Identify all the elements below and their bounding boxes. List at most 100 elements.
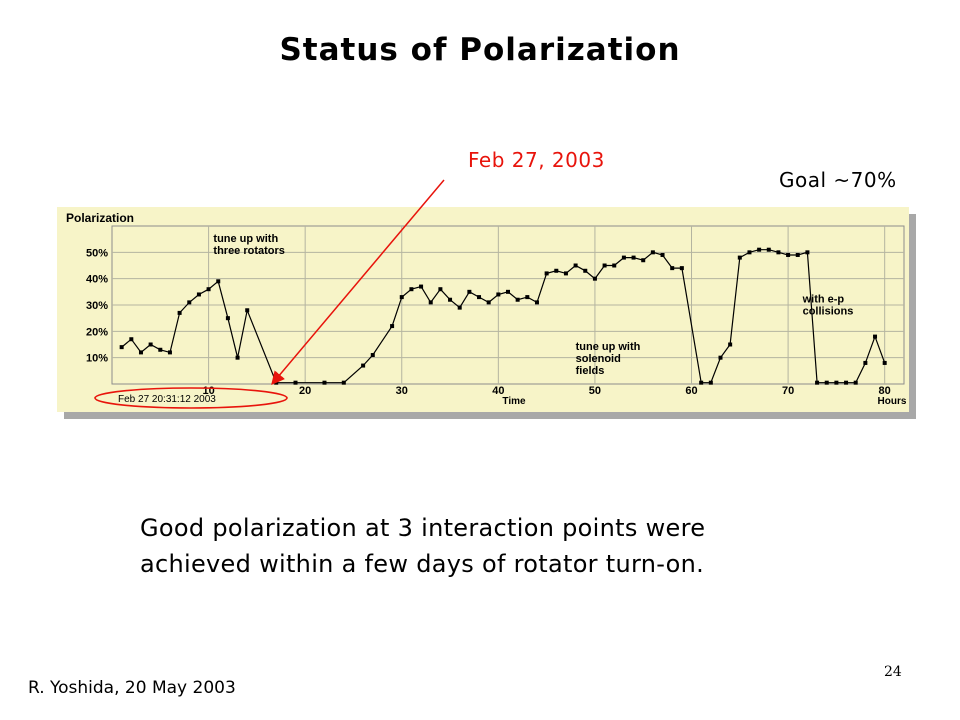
chart-annotation: with e-p collisions bbox=[802, 293, 854, 317]
start-time-label: Feb 27 20:31:12 2003 bbox=[118, 394, 216, 405]
x-tick-label: 60 bbox=[685, 385, 697, 397]
caption-line: achieved within a few days of rotator tu… bbox=[140, 550, 705, 578]
chart-background bbox=[57, 207, 909, 412]
start-time-highlight bbox=[94, 387, 288, 409]
data-point bbox=[544, 271, 549, 276]
data-point bbox=[737, 255, 742, 260]
caption-line: Good polarization at 3 interaction point… bbox=[140, 514, 706, 542]
data-point bbox=[428, 300, 433, 305]
chart-annotation: tune up with solenoid fields bbox=[576, 341, 641, 377]
data-point bbox=[438, 287, 443, 292]
chart-annotation: tune up with three rotators bbox=[213, 233, 285, 257]
data-point bbox=[361, 363, 366, 368]
data-point bbox=[206, 287, 211, 292]
data-point bbox=[641, 258, 646, 263]
data-point bbox=[602, 263, 607, 268]
data-point bbox=[477, 295, 482, 300]
data-point bbox=[486, 300, 491, 305]
data-point bbox=[419, 284, 424, 289]
data-point bbox=[225, 316, 230, 321]
data-point bbox=[235, 355, 240, 360]
x-tick-labels: 10 20 30 40 50 60 70 80 bbox=[202, 385, 890, 397]
data-point bbox=[708, 380, 713, 385]
x-tick-label: 70 bbox=[782, 385, 794, 397]
y-tick-labels: 10% 20% 30% 40% 50% bbox=[86, 247, 108, 364]
data-point bbox=[177, 310, 182, 315]
data-point bbox=[573, 263, 578, 268]
data-point bbox=[187, 300, 192, 305]
x-tick-label: 30 bbox=[396, 385, 408, 397]
data-point bbox=[409, 287, 414, 292]
y-tick-label: 30% bbox=[86, 300, 108, 312]
data-point bbox=[119, 345, 124, 350]
data-point bbox=[245, 308, 250, 313]
data-point bbox=[293, 380, 298, 385]
data-point bbox=[554, 268, 559, 273]
y-tick-label: 50% bbox=[86, 247, 108, 259]
data-point bbox=[583, 268, 588, 273]
data-point bbox=[167, 350, 172, 355]
data-point bbox=[747, 250, 752, 255]
data-point bbox=[621, 255, 626, 260]
data-point bbox=[563, 271, 568, 276]
data-point bbox=[786, 252, 791, 257]
y-tick-label: 20% bbox=[86, 326, 108, 338]
footer-author: R. Yoshida, 20 May 2003 bbox=[28, 678, 236, 698]
data-point bbox=[718, 355, 723, 360]
data-point bbox=[699, 380, 704, 385]
date-callout: Feb 27, 2003 bbox=[468, 148, 605, 172]
x-unit-label: Hours bbox=[878, 396, 907, 407]
data-point bbox=[341, 380, 346, 385]
data-point bbox=[196, 292, 201, 297]
y-tick-label: 10% bbox=[86, 353, 108, 365]
data-point bbox=[650, 250, 655, 255]
data-point bbox=[612, 263, 617, 268]
data-point bbox=[882, 360, 887, 365]
x-tick-label: 40 bbox=[492, 385, 504, 397]
data-point bbox=[873, 334, 878, 339]
data-point bbox=[216, 279, 221, 284]
data-point bbox=[631, 255, 636, 260]
data-point bbox=[853, 380, 858, 385]
chart-title: Polarization bbox=[66, 211, 134, 225]
data-point bbox=[757, 247, 762, 252]
data-point bbox=[805, 250, 810, 255]
data-point bbox=[844, 380, 849, 385]
data-point bbox=[390, 324, 395, 329]
data-point bbox=[776, 250, 781, 255]
data-point bbox=[448, 297, 453, 302]
data-series bbox=[119, 247, 887, 385]
data-point bbox=[370, 353, 375, 358]
data-point bbox=[824, 380, 829, 385]
data-point bbox=[660, 252, 665, 257]
data-point bbox=[129, 337, 134, 342]
data-point bbox=[815, 380, 820, 385]
x-tick-label: 50 bbox=[589, 385, 601, 397]
y-tick-label: 40% bbox=[86, 274, 108, 286]
x-tick-label: 20 bbox=[299, 385, 311, 397]
page-number: 24 bbox=[884, 664, 902, 680]
data-point bbox=[496, 292, 501, 297]
data-point bbox=[795, 252, 800, 257]
data-point bbox=[592, 276, 597, 281]
annotations: tune up with three rotators tune up with so… bbox=[213, 233, 853, 377]
data-point bbox=[679, 266, 684, 271]
caption: Good polarization at 3 interaction point… bbox=[140, 510, 880, 582]
data-point bbox=[834, 380, 839, 385]
data-point bbox=[525, 295, 530, 300]
data-point bbox=[515, 297, 520, 302]
data-point bbox=[148, 342, 153, 347]
data-point bbox=[728, 342, 733, 347]
x-tick-label: 80 bbox=[879, 385, 891, 397]
goal-label: Goal ~70% bbox=[779, 168, 897, 192]
data-point bbox=[457, 305, 462, 310]
data-point bbox=[322, 380, 327, 385]
data-point bbox=[670, 266, 675, 271]
data-point bbox=[534, 300, 539, 305]
data-point bbox=[467, 289, 472, 294]
slide-title: Status of Polarization bbox=[279, 32, 681, 68]
callout-arrow bbox=[271, 179, 445, 386]
x-axis-label: Time bbox=[502, 396, 526, 407]
data-point bbox=[766, 247, 771, 252]
